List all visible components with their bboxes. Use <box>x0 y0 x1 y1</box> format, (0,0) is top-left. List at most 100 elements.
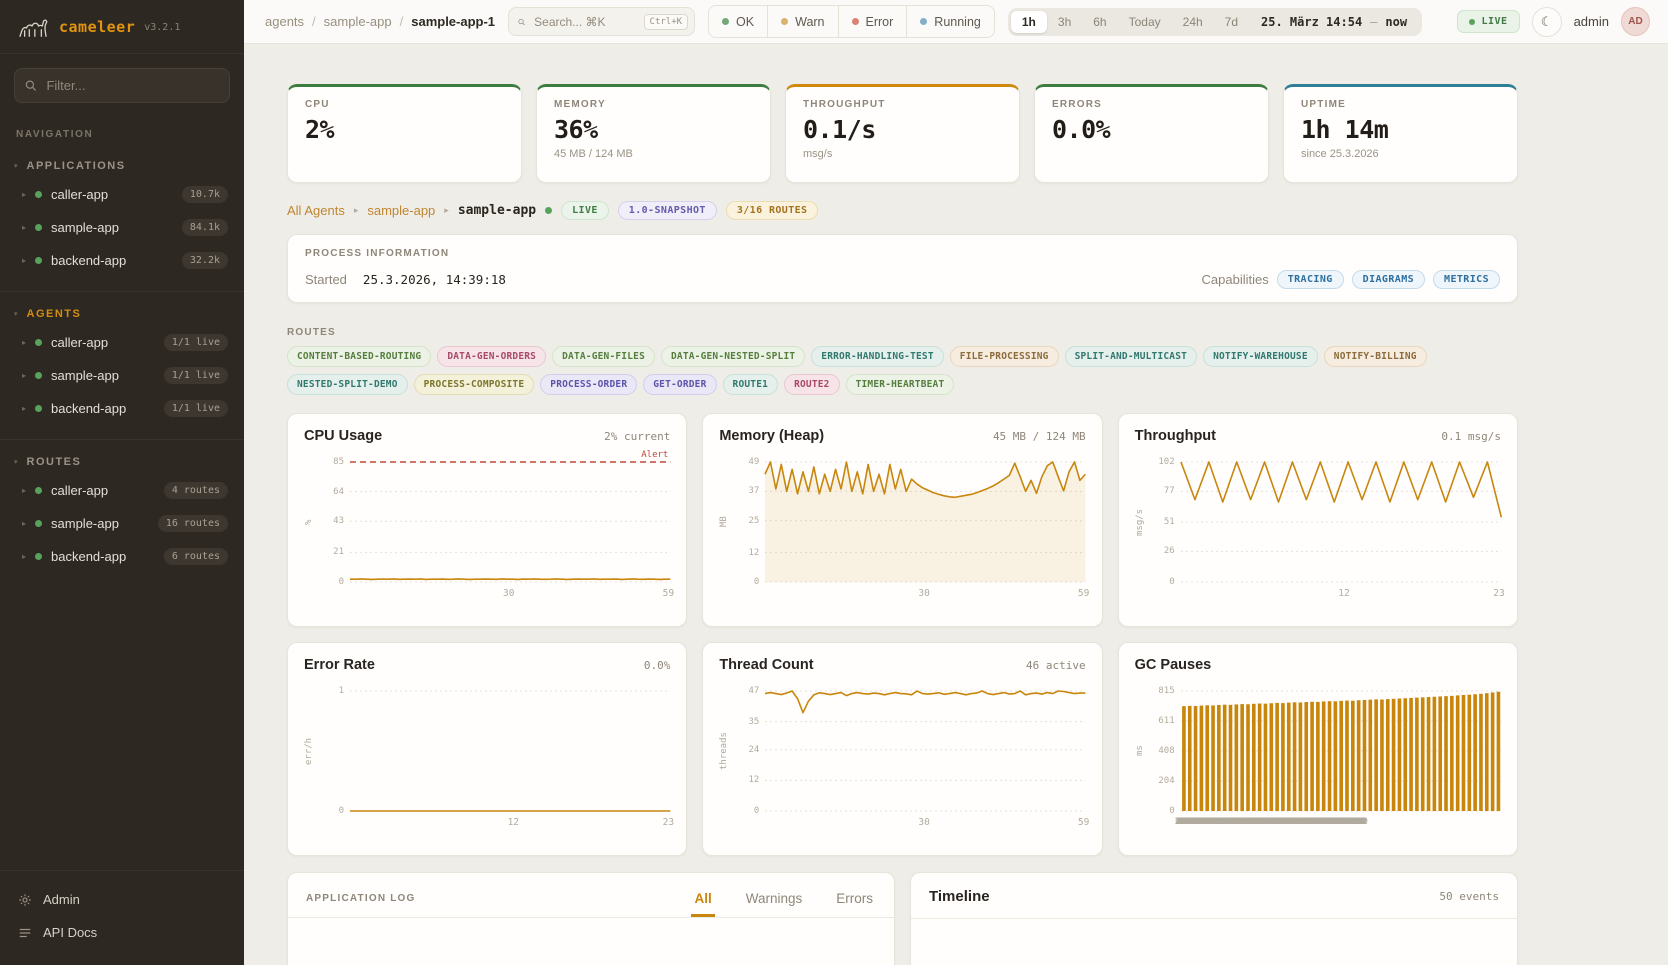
x-tick: 12 <box>508 817 519 828</box>
route-chip-content-based-routing[interactable]: CONTENT-BASED-ROUTING <box>287 346 431 367</box>
breadcrumb-separator: ▸ <box>444 205 449 216</box>
time-range-7d[interactable]: 7d <box>1214 11 1249 33</box>
y-axis-unit: MB <box>719 462 729 582</box>
docs-icon <box>18 926 32 940</box>
chevron-right-icon: ▸ <box>22 256 26 265</box>
chart-header: Error Rate0.0% <box>304 657 670 673</box>
time-range-1h[interactable]: 1h <box>1011 11 1047 33</box>
stat-value: 0.1/s <box>803 115 1002 144</box>
section-header-applications[interactable]: ▾APPLICATIONS <box>0 152 244 178</box>
stat-value: 2% <box>305 115 504 144</box>
theme-toggle-button[interactable]: ☾ <box>1532 7 1562 37</box>
status-filter-ok[interactable]: OK <box>709 6 767 37</box>
x-tick: 23 <box>663 817 674 828</box>
y-axis: 493725120 <box>735 462 759 582</box>
footer-item-admin[interactable]: Admin <box>0 883 244 916</box>
status-dot-icon <box>35 191 42 198</box>
route-chip-data-gen-files[interactable]: DATA-GEN-FILES <box>552 346 655 367</box>
route-chip-file-processing[interactable]: FILE-PROCESSING <box>950 346 1059 367</box>
search-box[interactable]: Ctrl+K <box>508 7 695 36</box>
route-chip-get-order[interactable]: GET-ORDER <box>643 374 716 395</box>
gear-icon <box>18 893 32 907</box>
avatar[interactable]: AD <box>1621 7 1650 36</box>
status-dot-icon <box>920 18 927 25</box>
route-chip-split-and-multicast[interactable]: SPLIT-AND-MULTICAST <box>1065 346 1197 367</box>
agent-crumb-all-agents[interactable]: All Agents <box>287 203 345 218</box>
time-range-today[interactable]: Today <box>1118 11 1172 33</box>
item-label: sample-app <box>51 368 119 383</box>
log-tab-all[interactable]: All <box>691 891 714 917</box>
sidebar-item-sample-app[interactable]: ▸sample-app16 routes <box>0 507 244 540</box>
chart-header-value: 45 MB / 124 MB <box>993 430 1086 443</box>
time-range-6h[interactable]: 6h <box>1082 11 1117 33</box>
time-range-24h[interactable]: 24h <box>1172 11 1214 33</box>
sidebar-item-sample-app[interactable]: ▸sample-app1/1 live <box>0 359 244 392</box>
status-filter-running[interactable]: Running <box>906 6 994 37</box>
filter-input[interactable] <box>44 77 219 94</box>
sidebar-item-backend-app[interactable]: ▸backend-app32.2k <box>0 244 244 277</box>
status-dot-icon <box>35 520 42 527</box>
search-input[interactable] <box>532 14 636 30</box>
application-log-card: APPLICATION LOG All Warnings Errors <box>287 872 895 965</box>
breadcrumb-item-agents[interactable]: agents <box>265 14 304 29</box>
chart-body: MB493725120 <box>719 462 1085 582</box>
route-chip-data-gen-nested-split[interactable]: DATA-GEN-NESTED-SPLIT <box>661 346 805 367</box>
sidebar-item-sample-app[interactable]: ▸sample-app84.1k <box>0 211 244 244</box>
log-tab-warnings[interactable]: Warnings <box>743 891 806 917</box>
route-chip-timer-heartbeat[interactable]: TIMER-HEARTBEAT <box>846 374 955 395</box>
item-label: caller-app <box>51 483 108 498</box>
agent-crumb-sample-app[interactable]: sample-app <box>367 203 435 218</box>
y-tick: 37 <box>748 486 759 496</box>
route-chip-notify-billing[interactable]: NOTIFY-BILLING <box>1324 346 1427 367</box>
sidebar-section-routes: ▾ROUTES▸caller-app4 routes▸sample-app16 … <box>0 439 244 583</box>
route-chip-notify-warehouse[interactable]: NOTIFY-WAREHOUSE <box>1203 346 1318 367</box>
section-header-agents[interactable]: ▾AGENTS <box>0 300 244 326</box>
agent-badge-3-16-routes: 3/16 ROUTES <box>726 201 819 220</box>
application-log-label: APPLICATION LOG <box>306 893 415 917</box>
y-tick: 0 <box>339 806 344 816</box>
chart-plot <box>350 691 670 811</box>
y-tick: 64 <box>333 487 344 497</box>
sidebar-filter[interactable] <box>14 68 230 103</box>
route-chip-error-handling-test[interactable]: ERROR-HANDLING-TEST <box>811 346 943 367</box>
status-filter-error[interactable]: Error <box>838 6 907 37</box>
navigation-label: NAVIGATION <box>16 129 228 140</box>
chart-body: ms8156114082040 <box>1135 691 1501 811</box>
time-range-3h[interactable]: 3h <box>1047 11 1082 33</box>
x-tick: 59 <box>1078 588 1089 599</box>
route-chip-route1[interactable]: ROUTE1 <box>723 374 779 395</box>
status-filter-warn[interactable]: Warn <box>767 6 837 37</box>
chart-body: err/h10 <box>304 691 670 811</box>
chart-header: Thread Count46 active <box>719 657 1085 673</box>
started-label: Started <box>305 272 347 287</box>
item-badge: 6 routes <box>164 548 228 565</box>
route-chip-data-gen-orders[interactable]: DATA-GEN-ORDERS <box>437 346 546 367</box>
breadcrumb-item-sample-app[interactable]: sample-app <box>324 14 392 29</box>
log-tab-errors[interactable]: Errors <box>833 891 876 917</box>
footer-item-api-docs[interactable]: API Docs <box>0 916 244 949</box>
app-root: cameleer v3.2.1 NAVIGATION ▾APPLICATIONS… <box>0 0 1668 965</box>
app-logo[interactable]: cameleer v3.2.1 <box>0 0 244 54</box>
stat-card-uptime: UPTIME1h 14msince 25.3.2026 <box>1283 84 1518 183</box>
route-chip-route2[interactable]: ROUTE2 <box>784 374 840 395</box>
route-chip-process-order[interactable]: PROCESS-ORDER <box>540 374 637 395</box>
breadcrumb-separator: / <box>400 14 404 29</box>
stat-value: 36% <box>554 115 753 144</box>
sidebar-item-caller-app[interactable]: ▸caller-app10.7k <box>0 178 244 211</box>
status-filter-group: OKWarnErrorRunning <box>708 5 995 38</box>
date-range-picker[interactable]: 25. März 14:54 — now <box>1249 15 1419 29</box>
breadcrumb-separator: ▸ <box>354 205 359 216</box>
sidebar-item-caller-app[interactable]: ▸caller-app1/1 live <box>0 326 244 359</box>
route-chip-process-composite[interactable]: PROCESS-COMPOSITE <box>414 374 535 395</box>
capability-badges: TRACINGDIAGRAMSMETRICS <box>1277 270 1500 289</box>
process-information-card: PROCESS INFORMATION Started 25.3.2026, 1… <box>287 234 1518 303</box>
y-tick: 51 <box>1164 517 1175 527</box>
footer-item-label: Admin <box>43 892 80 907</box>
sidebar-item-caller-app[interactable]: ▸caller-app4 routes <box>0 474 244 507</box>
route-chip-nested-split-demo[interactable]: NESTED-SPLIT-DEMO <box>287 374 408 395</box>
x-axis-overlapping-labels: 20:2020:2020:2020:2020:2020:2020:2020:20… <box>1175 817 1489 827</box>
section-header-routes[interactable]: ▾ROUTES <box>0 448 244 474</box>
sidebar-item-backend-app[interactable]: ▸backend-app1/1 live <box>0 392 244 425</box>
sidebar-item-backend-app[interactable]: ▸backend-app6 routes <box>0 540 244 573</box>
stat-card-errors: ERRORS0.0% <box>1034 84 1269 183</box>
